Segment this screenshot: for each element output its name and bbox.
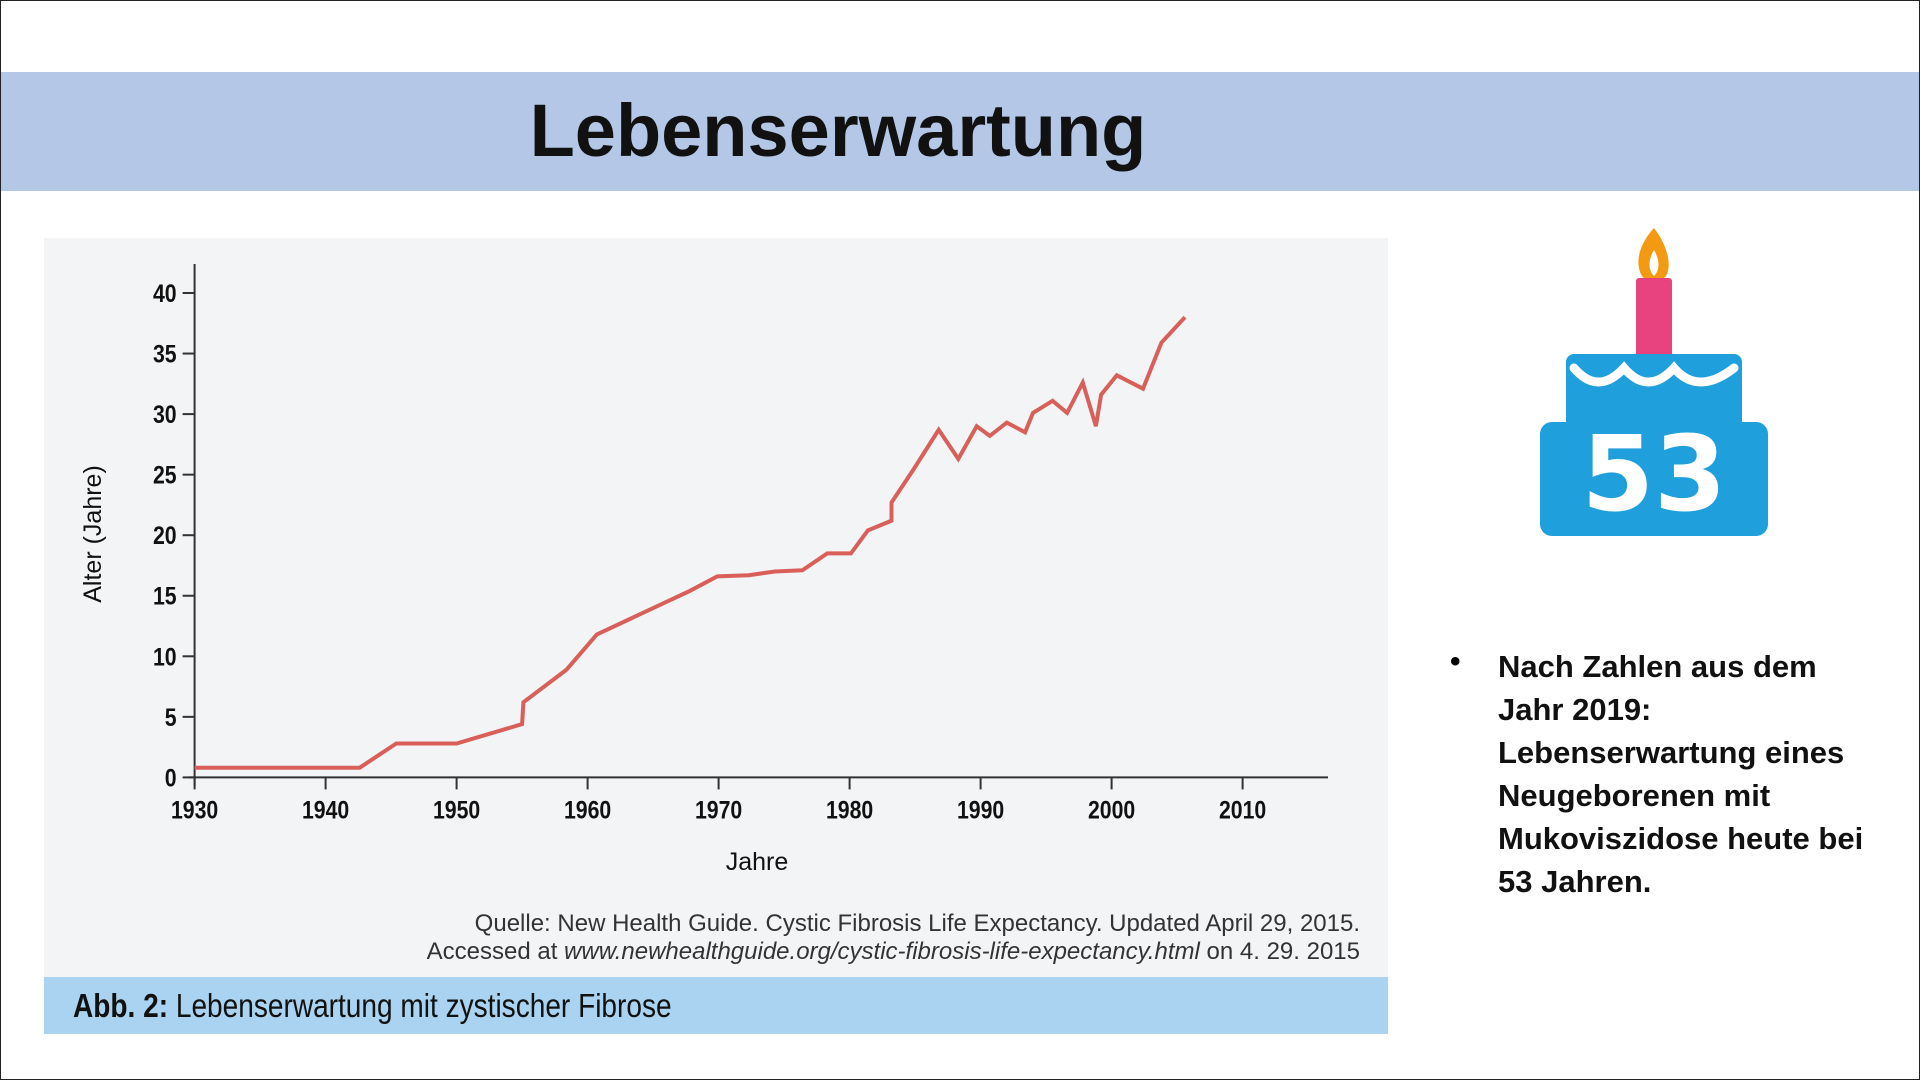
source-url: www.newhealthguide.org/cystic-fibrosis-l… (564, 938, 1200, 965)
candle (1636, 278, 1672, 358)
life-expectancy-line (194, 315, 1187, 770)
slide-title: Lebenserwartung (529, 89, 1147, 172)
cake-icing (1569, 361, 1739, 387)
source-prefix: Accessed at (426, 938, 565, 965)
bullet-marker: • (1450, 645, 1461, 678)
x-tick-label: 2000 (1088, 796, 1135, 824)
caption-label: Abb. 2: (73, 987, 169, 1024)
birthday-cake-icon: 53 (1540, 228, 1768, 536)
x-tick-label: 2010 (1219, 796, 1266, 824)
cake-bottom-tier (1540, 422, 1768, 536)
y-tick-label: 20 (153, 522, 177, 550)
y-axis-title: Alter (Jahre) (79, 465, 107, 603)
y-tick-label: 40 (153, 279, 177, 307)
x-tick-label: 1930 (171, 796, 218, 824)
y-tick-label: 15 (153, 582, 177, 610)
y-tick-label: 35 (153, 340, 177, 368)
flame-icon (1638, 228, 1669, 281)
y-tick-label: 10 (153, 643, 177, 671)
figure-panel: 0 5 10 15 20 25 30 35 40 1930 1940 1950 1960 1970 1980… (44, 238, 1388, 977)
x-axis-title: Jahre (726, 848, 789, 876)
y-tick-label: 30 (153, 400, 177, 428)
x-tick-label: 1990 (957, 796, 1004, 824)
source-suffix: on 4. 29. 2015 (1199, 938, 1360, 965)
title-band (1, 72, 1919, 191)
life-expectancy-chart: 0 5 10 15 20 25 30 35 40 1930 1940 1950 1960 1970 1980… (79, 264, 1328, 876)
bullet-item: Nach Zahlen aus dem Jahr 2019: Lebenserw… (1498, 649, 1864, 899)
y-tick-label: 25 (153, 461, 177, 489)
source-line-2: Accessed at www.newhealthguide.org/cysti… (60, 938, 1360, 966)
x-tick-label: 1950 (433, 796, 480, 824)
cake-number: 53 (1582, 413, 1727, 535)
caption-text: Lebenserwartung mit zystischer Fibrose (168, 987, 672, 1024)
y-tick-label: 5 (165, 703, 177, 731)
figure-caption: Abb. 2: Lebenserwartung mit zystischer F… (44, 977, 1388, 1034)
y-tick-label: 0 (165, 764, 177, 792)
x-tick-label: 1940 (302, 796, 349, 824)
x-tick-label: 1980 (826, 796, 873, 824)
source-line-1: Quelle: New Health Guide. Cystic Fibrosi… (474, 910, 1360, 937)
x-tick-label: 1960 (564, 796, 611, 824)
x-tick-label: 1970 (695, 796, 742, 824)
